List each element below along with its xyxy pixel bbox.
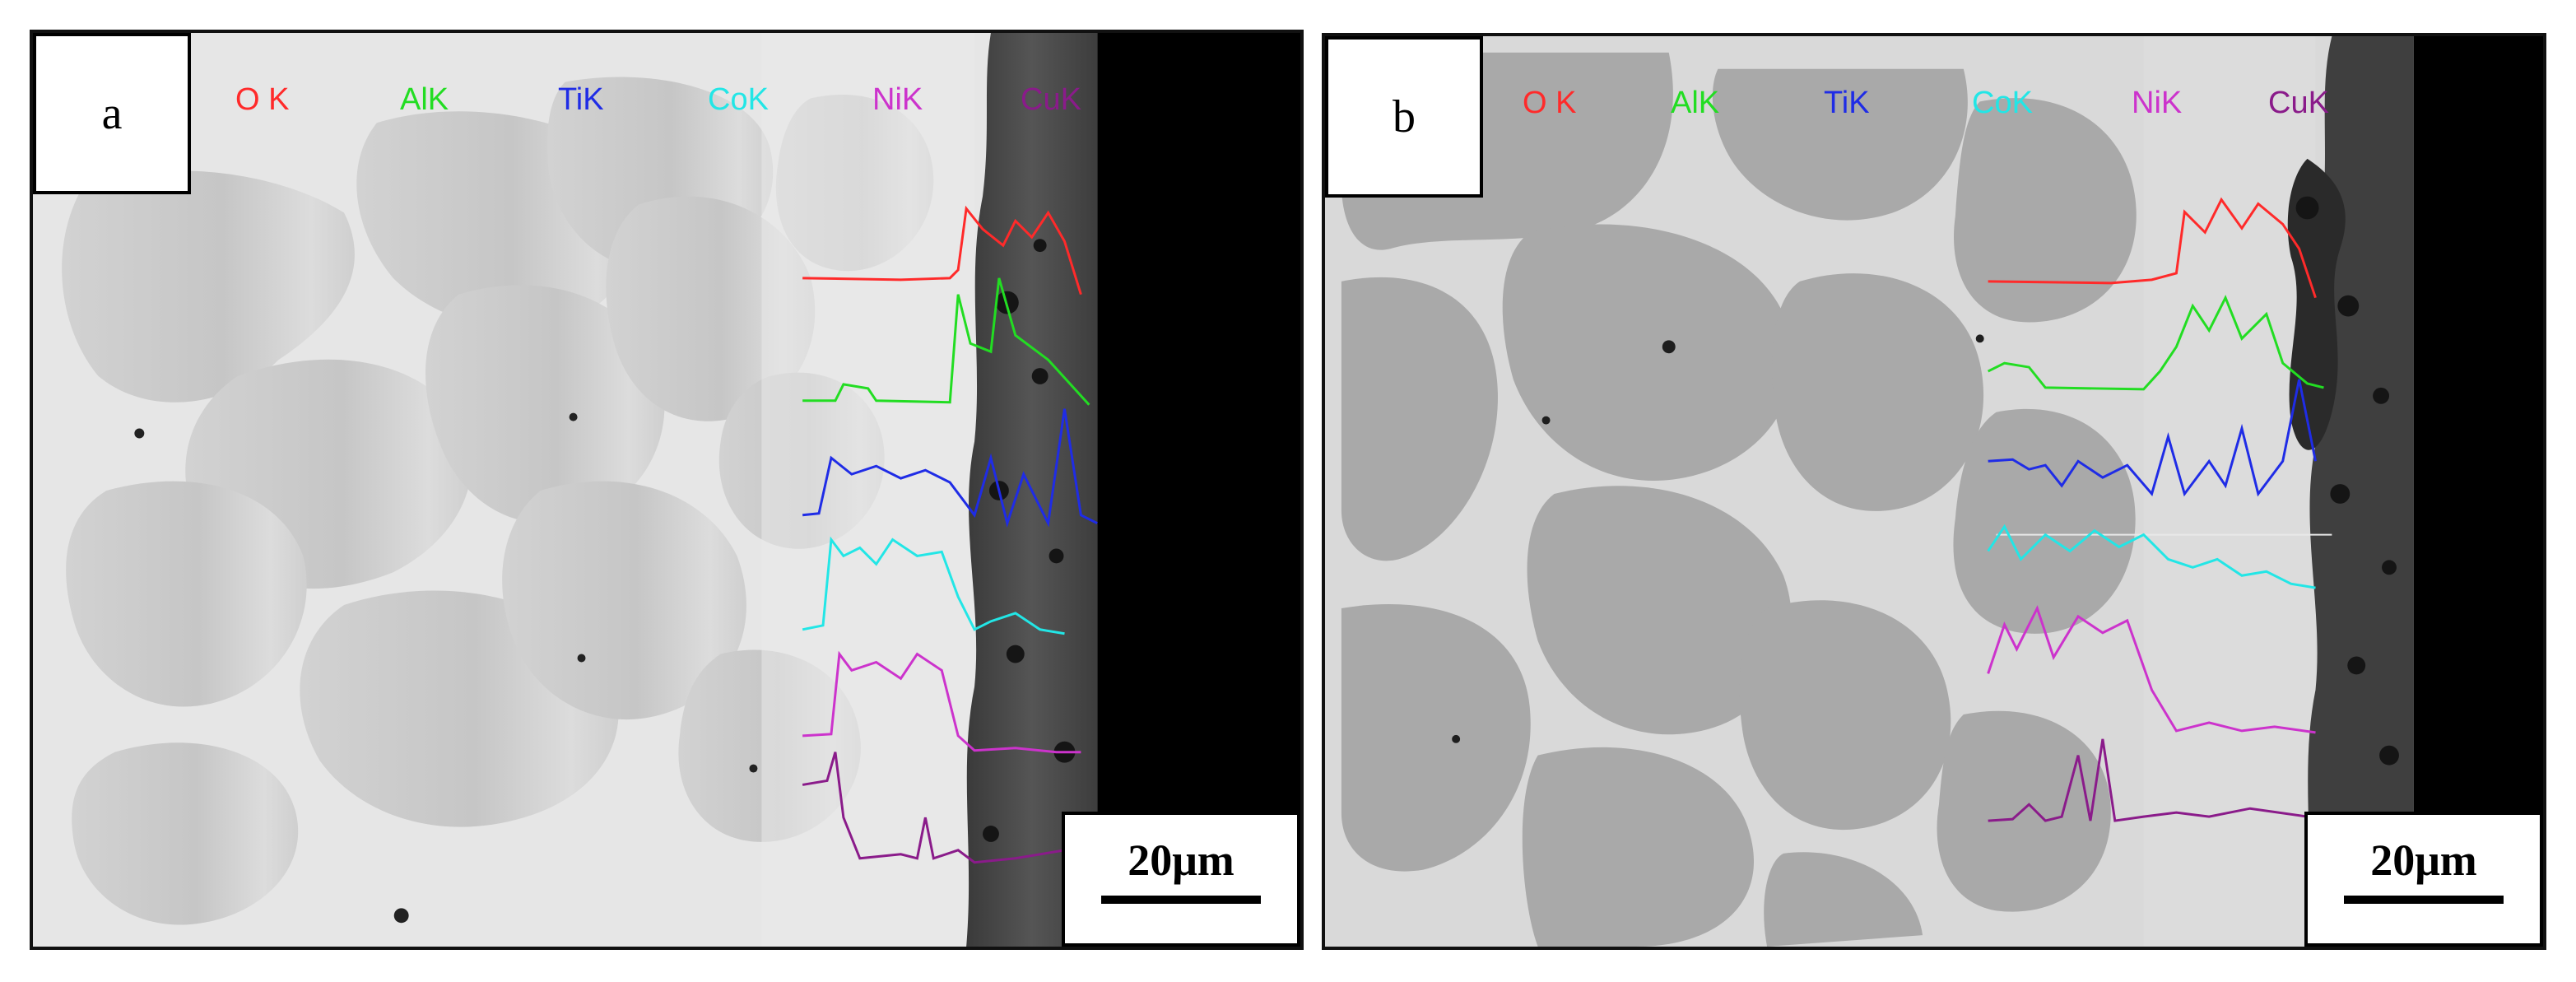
scale-bar-line-a [1101, 896, 1261, 904]
label-nik: NiK [872, 82, 923, 117]
profile-line-ok-a [802, 205, 1082, 296]
label-tik: TiK [1824, 86, 1870, 120]
profile-line-cuk-a [802, 752, 1065, 864]
label-nik: NiK [2132, 86, 2183, 120]
scale-bar-line-b [2344, 896, 2504, 904]
scale-bar-b: 20μm [2304, 812, 2543, 947]
profile-line-tik-a [802, 408, 1098, 528]
profile-line-cuk-b [1988, 738, 2308, 822]
profile-line-ok-b [1988, 197, 2317, 299]
sem-micrograph-a [33, 33, 1300, 947]
label-cok: CoK [708, 82, 769, 117]
scale-bar-label-a: 20μm [1128, 835, 1235, 885]
profile-line-alk-a [802, 277, 1090, 406]
label-alk: AlK [1671, 86, 1720, 120]
label-cuk: CuK [1021, 82, 1081, 117]
label-ok: O K [235, 82, 290, 117]
label-ok: O K [1523, 86, 1577, 120]
profile-line-nik-b [1987, 605, 2316, 734]
label-alk: AlK [400, 82, 449, 117]
profile-line-cok-b [1987, 524, 2316, 589]
micrograph-panel-a: a O K AlK TiK CoK NiK CuK 20μm [30, 30, 1304, 950]
label-cuk: CuK [2268, 86, 2329, 120]
panel-label-b: b [1325, 36, 1483, 198]
profile-line-nik-a [802, 650, 1081, 754]
profile-line-cok-a [802, 536, 1065, 635]
profile-line-alk-b [1987, 295, 2324, 391]
scale-bar-a: 20μm [1062, 812, 1300, 947]
sem-micrograph-b [1325, 36, 2543, 947]
profile-line-tik-b [1988, 379, 2317, 497]
micrograph-panel-b: b O K AlK TiK CoK NiK CuK 20μm [1322, 33, 2546, 950]
element-legend-b: O K AlK TiK CoK NiK CuK [1325, 86, 2543, 143]
label-cok: CoK [1972, 86, 2033, 120]
panel-label-a: a [33, 33, 191, 194]
element-legend-a: O K AlK TiK CoK NiK CuK [33, 82, 1300, 140]
label-tik: TiK [558, 82, 604, 117]
scale-bar-label-b: 20μm [2370, 835, 2477, 885]
